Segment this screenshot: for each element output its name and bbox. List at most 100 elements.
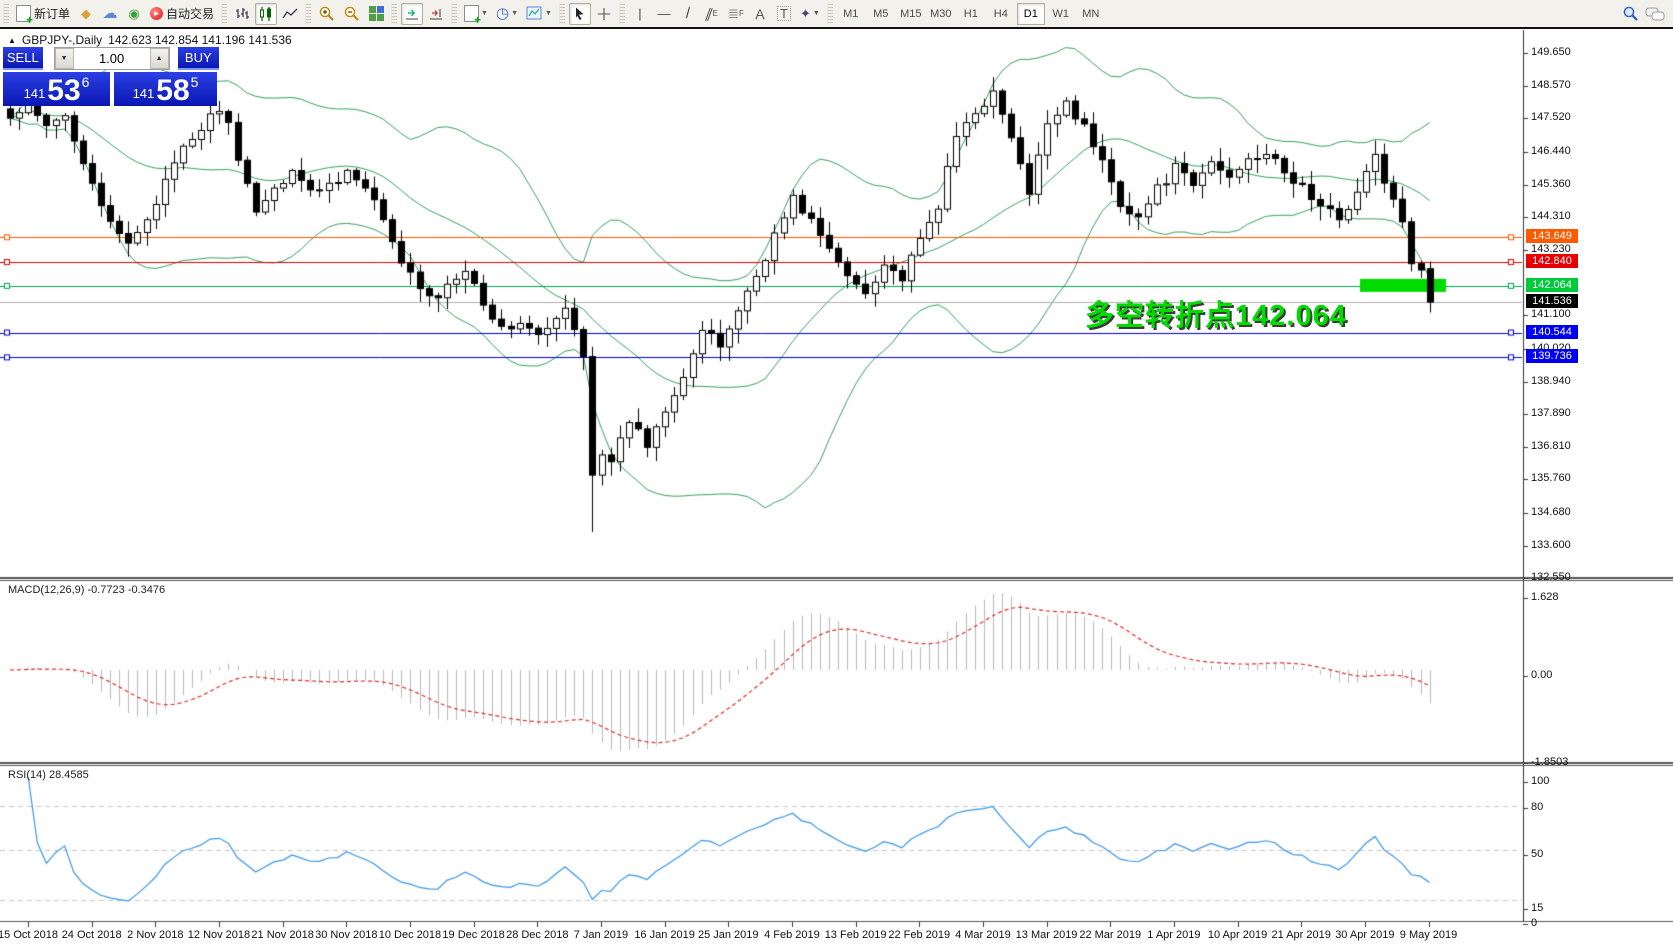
zoom-in-button[interactable] bbox=[315, 3, 338, 25]
current-price-tag: 141.536 bbox=[1526, 294, 1578, 309]
timeframe-button-M15[interactable]: M15 bbox=[900, 7, 922, 20]
auto-scroll-button[interactable] bbox=[401, 2, 424, 25]
price-axis-tick: 141.100 bbox=[1531, 308, 1571, 321]
price-level-tag[interactable]: 142.064 bbox=[1526, 277, 1578, 292]
timeframe-button-H1[interactable]: H1 bbox=[963, 7, 978, 20]
price-axis-tick: 138.940 bbox=[1531, 374, 1571, 387]
volume-decrease-button[interactable]: ▼ bbox=[54, 48, 74, 69]
macd-indicator-label: MACD(12,26,9) -0.7723 -0.3476 bbox=[8, 584, 166, 596]
gold-icon: ◆ bbox=[81, 6, 92, 21]
cloud-icon: ☁ bbox=[102, 5, 118, 22]
price-axis-tick: 144.310 bbox=[1531, 209, 1571, 222]
label-tool-button[interactable]: T bbox=[773, 3, 795, 25]
rsi-axis-tick: 80 bbox=[1531, 801, 1544, 813]
chart-shift-icon bbox=[430, 8, 443, 19]
periods-button[interactable]: ◷ ▼ bbox=[493, 3, 521, 25]
timeframe-button-D1[interactable]: D1 bbox=[1016, 2, 1045, 25]
crosshair-button[interactable] bbox=[593, 3, 615, 25]
history-center-button[interactable]: ◆ bbox=[75, 3, 97, 25]
indicators-icon: + bbox=[464, 5, 481, 26]
crosshair-icon bbox=[597, 7, 610, 20]
toolbar-grip[interactable] bbox=[558, 3, 565, 24]
toolbar-grip[interactable] bbox=[305, 3, 312, 24]
timeframe-button-W1[interactable]: W1 bbox=[1052, 7, 1070, 20]
sell-button[interactable]: SELL bbox=[3, 47, 43, 70]
vertical-line-button[interactable]: | bbox=[629, 3, 651, 25]
price-axis-tick: 148.570 bbox=[1531, 79, 1571, 92]
one-click-trading-panel: SELL ▼ ▲ BUY 141 53 6 141 58 5 bbox=[3, 47, 219, 106]
candlestick-chart-button[interactable] bbox=[255, 2, 278, 25]
horizontal-line-button[interactable]: — bbox=[653, 3, 675, 25]
price-axis-tick: 132.550 bbox=[1531, 570, 1571, 583]
chart-window-border bbox=[0, 27, 1673, 29]
date-axis-label: 22 Mar 2019 bbox=[1079, 929, 1142, 941]
timeframe-button-M5[interactable]: M5 bbox=[873, 7, 889, 20]
timeframe-button-M30[interactable]: M30 bbox=[930, 7, 952, 20]
date-axis-label: 28 Dec 2018 bbox=[506, 929, 569, 941]
tile-windows-button[interactable] bbox=[365, 3, 387, 25]
new-order-button[interactable]: + 新订单 bbox=[13, 3, 73, 26]
buy-price-button[interactable]: 141 58 5 bbox=[114, 72, 217, 106]
text-tool-button[interactable]: A bbox=[749, 3, 771, 25]
bar-chart-button[interactable] bbox=[231, 3, 253, 25]
toolbar-grip[interactable] bbox=[221, 3, 228, 24]
auto-trading-button[interactable]: ▸ 自动交易 bbox=[147, 3, 217, 25]
macd-axis-tick: 1.628 bbox=[1531, 591, 1559, 603]
date-axis-label: 4 Mar 2019 bbox=[955, 929, 1011, 941]
trendline-button[interactable]: / bbox=[677, 3, 699, 25]
search-icon[interactable] bbox=[1622, 5, 1639, 22]
timeframe-button-M1[interactable]: M1 bbox=[843, 7, 859, 20]
price-level-tag[interactable]: 143.649 bbox=[1526, 229, 1578, 244]
signals-button[interactable]: ◉ bbox=[123, 3, 145, 25]
date-axis-label: 10 Dec 2018 bbox=[378, 929, 442, 941]
timeframe-button-MN[interactable]: MN bbox=[1082, 7, 1100, 20]
tile-windows-icon bbox=[368, 6, 384, 21]
toolbar-grip[interactable] bbox=[391, 3, 398, 24]
price-level-tag[interactable]: 142.840 bbox=[1526, 254, 1578, 269]
date-axis-label: 13 Mar 2019 bbox=[1015, 929, 1078, 941]
chat-icon[interactable] bbox=[1645, 6, 1665, 22]
chart-shift-button[interactable] bbox=[425, 3, 447, 25]
bar-chart-icon bbox=[236, 7, 250, 19]
cursor-button[interactable] bbox=[568, 2, 591, 25]
sell-price-whole: 141 bbox=[23, 86, 46, 101]
toolbar-grip[interactable] bbox=[3, 3, 9, 24]
cursor-icon bbox=[576, 7, 584, 20]
publisher-button[interactable]: ☁ bbox=[99, 3, 121, 25]
sell-price-pips: 53 bbox=[47, 74, 81, 107]
collapse-panel-icon[interactable]: ▲ bbox=[8, 35, 16, 45]
chevron-down-icon: ▼ bbox=[481, 10, 488, 17]
sell-price-button[interactable]: 141 53 6 bbox=[3, 72, 110, 106]
ohlc-values: 142.623 142.854 141.196 141.536 bbox=[108, 33, 292, 47]
price-axis-tick: 146.440 bbox=[1531, 144, 1571, 157]
volume-increase-button[interactable]: ▲ bbox=[149, 48, 169, 69]
arrows-tool-button[interactable]: ✦ ▼ bbox=[797, 3, 823, 25]
volume-input[interactable] bbox=[73, 48, 150, 69]
toolbar-grip[interactable] bbox=[451, 3, 458, 24]
signal-icon: ◉ bbox=[128, 6, 140, 21]
templates-button[interactable]: ▼ bbox=[523, 3, 555, 25]
price-axis-tick: 145.360 bbox=[1531, 177, 1571, 190]
chart-text-annotation[interactable]: 多空转折点142.064 bbox=[1085, 300, 1347, 332]
price-axis-tick: 147.520 bbox=[1531, 111, 1571, 124]
channel-button[interactable]: ∥ E bbox=[703, 6, 718, 21]
date-axis-label: 21 Nov 2018 bbox=[251, 929, 314, 941]
price-level-tag[interactable]: 139.736 bbox=[1526, 349, 1578, 364]
price-level-tag[interactable]: 140.544 bbox=[1526, 324, 1578, 339]
line-chart-button[interactable] bbox=[279, 3, 301, 25]
date-axis-label: 15 Oct 2018 bbox=[0, 929, 58, 941]
date-axis-label: 13 Feb 2019 bbox=[824, 929, 887, 941]
timeframe-button-H4[interactable]: H4 bbox=[993, 7, 1008, 20]
main-toolbar: + 新订单 ◆ ☁ ◉ ▸ 自动交易 + ▼ ◷ ▼ ▼ | — / ∥ E ≣ F bbox=[0, 0, 1673, 28]
buy-button[interactable]: BUY bbox=[177, 47, 219, 70]
arrows-tool-icon: ✦ bbox=[799, 6, 811, 21]
price-axis-tick: 135.760 bbox=[1531, 472, 1571, 485]
fibonacci-button[interactable]: ≣ F bbox=[728, 6, 744, 21]
toolbar-grip[interactable] bbox=[618, 3, 625, 24]
zoom-out-button[interactable] bbox=[340, 3, 363, 25]
indicators-button[interactable]: + ▼ bbox=[461, 3, 491, 26]
toolbar-grip[interactable] bbox=[826, 3, 833, 24]
date-axis-label: 10 Apr 2019 bbox=[1207, 929, 1268, 941]
clock-icon: ◷ bbox=[495, 5, 510, 22]
